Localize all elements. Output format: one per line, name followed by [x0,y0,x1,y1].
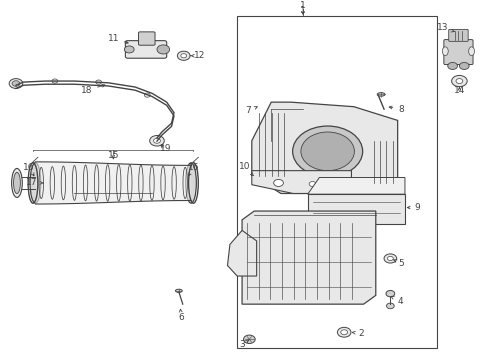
Circle shape [383,254,396,263]
Text: 7: 7 [245,107,257,116]
Text: 19: 19 [159,144,171,153]
Circle shape [386,256,392,261]
Ellipse shape [442,47,447,55]
Polygon shape [251,102,397,193]
Text: 16: 16 [23,163,35,176]
FancyBboxPatch shape [125,41,166,58]
Ellipse shape [175,289,182,292]
Text: 10: 10 [238,162,253,176]
FancyBboxPatch shape [443,40,472,64]
Circle shape [451,76,466,87]
Circle shape [292,126,362,177]
Circle shape [273,179,283,186]
Text: 11: 11 [107,34,128,44]
Circle shape [308,181,315,186]
Polygon shape [242,211,375,304]
Circle shape [385,291,394,297]
Text: 13: 13 [436,23,453,32]
Circle shape [153,138,160,143]
Text: 1: 1 [299,1,305,10]
Text: 12: 12 [190,51,204,60]
FancyBboxPatch shape [138,32,155,45]
FancyBboxPatch shape [448,30,467,41]
Text: 14: 14 [453,86,464,95]
Circle shape [300,132,354,171]
Circle shape [52,79,58,83]
Text: 17: 17 [26,179,43,188]
Circle shape [458,62,468,69]
Circle shape [386,303,393,309]
Ellipse shape [185,163,196,203]
Text: 15: 15 [107,152,119,161]
Polygon shape [35,162,191,204]
Text: 2: 2 [352,329,363,338]
Text: 8: 8 [388,105,403,114]
Circle shape [149,135,164,146]
Circle shape [447,62,457,69]
Text: 18: 18 [81,85,104,95]
Polygon shape [251,171,351,193]
Circle shape [337,327,350,337]
Polygon shape [227,230,256,276]
Text: 4: 4 [390,297,402,306]
Text: 16: 16 [187,163,199,176]
Bar [237,16,436,348]
Text: 9: 9 [407,203,420,212]
FancyBboxPatch shape [307,194,404,224]
Circle shape [12,81,20,86]
Ellipse shape [30,163,41,203]
Ellipse shape [14,172,20,194]
Ellipse shape [468,47,473,55]
Circle shape [455,78,462,84]
Circle shape [340,330,347,335]
Circle shape [96,80,102,84]
Circle shape [9,78,23,89]
Ellipse shape [12,168,22,197]
Circle shape [144,93,150,97]
Circle shape [157,45,169,54]
Polygon shape [307,177,404,194]
Text: 1: 1 [299,6,305,15]
Ellipse shape [376,93,384,96]
Circle shape [181,54,186,58]
Text: 6: 6 [178,309,184,321]
Text: 3: 3 [239,340,248,349]
Circle shape [177,51,190,60]
Text: 5: 5 [392,258,404,267]
Circle shape [243,335,255,343]
Circle shape [124,46,134,53]
